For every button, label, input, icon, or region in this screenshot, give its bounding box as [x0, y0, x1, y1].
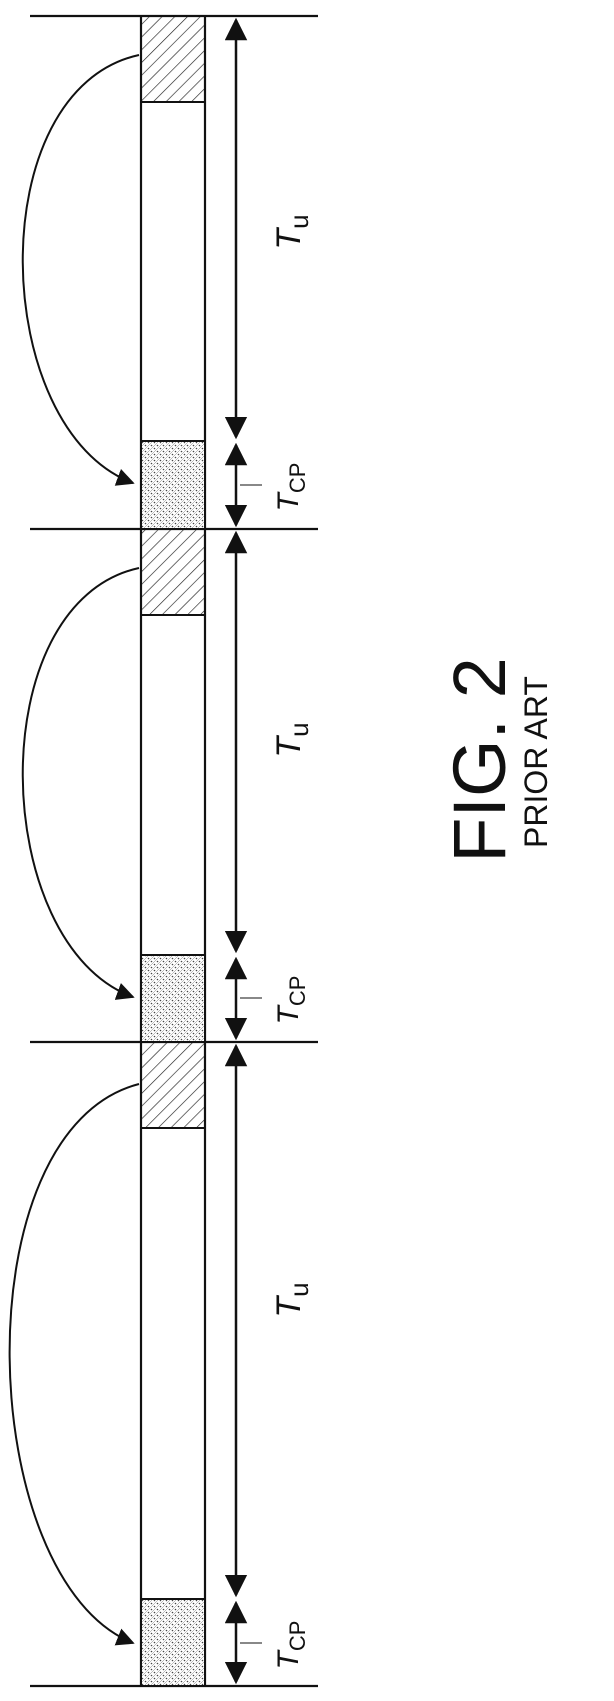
tcp-label-2-sub: CP: [285, 976, 310, 1007]
tcp-label-1: TCP: [272, 463, 310, 512]
tu-label-3-sub: u: [284, 1282, 314, 1296]
tcp-label-2: TCP: [272, 976, 310, 1025]
tu-label-3: Tu: [270, 1282, 314, 1317]
symbol-tail-block-3: [141, 1042, 205, 1128]
cyclic-prefix-block-2: [141, 955, 205, 1042]
figure-subtitle: PRIOR ART: [518, 676, 554, 848]
tu-label-1: Tu: [270, 214, 314, 249]
figure-title: FIG. 2: [438, 657, 521, 863]
copy-arrow-3: [10, 1084, 139, 1643]
tu-label-3-base: T: [270, 1295, 308, 1318]
copy-arrow-2: [23, 568, 139, 997]
cyclic-prefix-block-3: [141, 1599, 205, 1686]
symbol-tail-block-1: [141, 16, 205, 102]
tcp-label-3: TCP: [272, 1621, 310, 1670]
tu-label-1-base: T: [270, 227, 308, 250]
symbol-tail-block-2: [141, 529, 205, 615]
copy-arrow-1: [23, 55, 139, 483]
tcp-label-3-sub: CP: [285, 1621, 310, 1652]
cyclic-prefix-block-1: [141, 441, 205, 529]
tu-label-2-base: T: [270, 735, 308, 758]
tu-label-2: Tu: [270, 722, 314, 757]
tcp-label-1-sub: CP: [285, 463, 310, 494]
tu-label-1-sub: u: [284, 214, 314, 228]
tu-label-2-sub: u: [284, 722, 314, 736]
